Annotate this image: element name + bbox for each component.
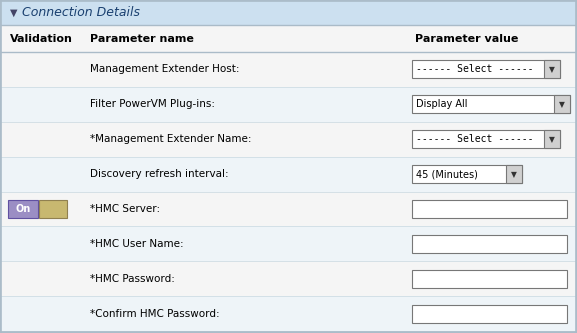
Text: ------ Select ------: ------ Select ------ bbox=[416, 65, 534, 75]
Text: ▼: ▼ bbox=[511, 169, 517, 178]
Bar bbox=[412, 200, 567, 218]
Bar bbox=[1, 25, 576, 52]
Text: Discovery refresh interval:: Discovery refresh interval: bbox=[90, 169, 228, 179]
Bar bbox=[1, 261, 576, 296]
Text: *HMC Password:: *HMC Password: bbox=[90, 274, 175, 284]
Bar bbox=[1, 87, 576, 122]
Text: Parameter name: Parameter name bbox=[90, 34, 194, 44]
Text: Filter PowerVM Plug-ins:: Filter PowerVM Plug-ins: bbox=[90, 99, 215, 109]
Text: *HMC User Name:: *HMC User Name: bbox=[90, 239, 183, 249]
Text: 45 (Minutes): 45 (Minutes) bbox=[416, 169, 478, 179]
Text: Management Extender Host:: Management Extender Host: bbox=[90, 65, 239, 75]
Text: *HMC Server:: *HMC Server: bbox=[90, 204, 160, 214]
Text: Parameter value: Parameter value bbox=[415, 34, 518, 44]
Text: Validation: Validation bbox=[10, 34, 73, 44]
Bar bbox=[544, 130, 560, 148]
Bar bbox=[1, 191, 576, 226]
Text: ▼: ▼ bbox=[549, 65, 555, 74]
Bar bbox=[1, 226, 576, 261]
Bar bbox=[554, 95, 570, 113]
Text: ▼: ▼ bbox=[559, 100, 565, 109]
Bar bbox=[1, 1, 576, 25]
Bar bbox=[412, 305, 567, 323]
Text: ▼: ▼ bbox=[10, 8, 17, 18]
Text: On: On bbox=[16, 204, 31, 214]
Bar bbox=[412, 60, 560, 79]
Text: *Confirm HMC Password:: *Confirm HMC Password: bbox=[90, 309, 220, 319]
Bar bbox=[412, 95, 570, 113]
Bar bbox=[39, 200, 67, 218]
Text: Display All: Display All bbox=[416, 99, 467, 109]
Bar bbox=[412, 270, 567, 288]
Text: ▼: ▼ bbox=[549, 135, 555, 144]
Bar bbox=[412, 165, 522, 183]
Bar bbox=[8, 200, 38, 218]
Bar bbox=[506, 165, 522, 183]
Bar bbox=[1, 157, 576, 191]
Bar bbox=[1, 122, 576, 157]
Bar bbox=[412, 130, 560, 148]
Text: *Management Extender Name:: *Management Extender Name: bbox=[90, 134, 252, 144]
Bar bbox=[1, 52, 576, 87]
Bar bbox=[544, 60, 560, 79]
Text: Connection Details: Connection Details bbox=[22, 7, 140, 20]
Bar bbox=[1, 296, 576, 331]
Bar bbox=[412, 235, 567, 253]
Text: ------ Select ------: ------ Select ------ bbox=[416, 134, 534, 144]
